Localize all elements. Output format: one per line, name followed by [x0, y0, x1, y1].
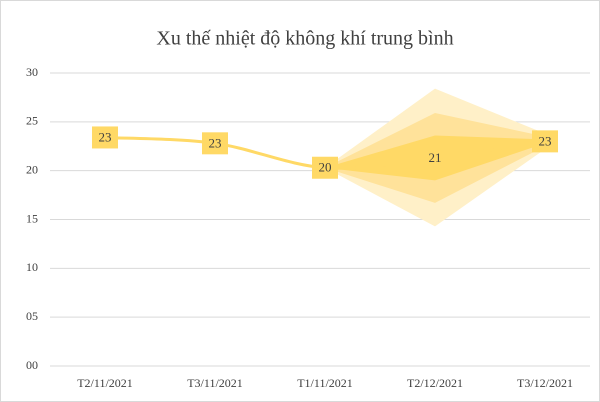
- data-label: 21: [429, 150, 442, 165]
- data-label: 23: [539, 133, 552, 148]
- data-label-box: [92, 126, 118, 149]
- data-label-box: [312, 156, 338, 179]
- data-label: 20: [319, 160, 332, 175]
- y-tick-label: 30: [26, 65, 38, 79]
- x-tick-label: T1/11/2021: [297, 376, 353, 390]
- chart-title: Xu thế nhiệt độ không khí trung bình: [156, 28, 453, 50]
- y-tick-label: 00: [26, 358, 38, 372]
- y-tick-label: 20: [26, 162, 38, 176]
- data-label: 23: [209, 135, 222, 150]
- x-tick-label: T2/12/2021: [407, 376, 463, 390]
- y-tick-label: 10: [26, 260, 38, 274]
- y-tick-label: 25: [26, 114, 38, 128]
- x-tick-label: T3/11/2021: [187, 376, 243, 390]
- data-label: 23: [99, 129, 112, 144]
- x-tick-label: T2/11/2021: [77, 376, 133, 390]
- y-tick-label: 05: [26, 309, 38, 323]
- data-label-box: [532, 130, 558, 153]
- data-label-box: [202, 132, 228, 155]
- x-tick-label: T3/12/2021: [517, 376, 573, 390]
- y-tick-label: 15: [26, 211, 38, 225]
